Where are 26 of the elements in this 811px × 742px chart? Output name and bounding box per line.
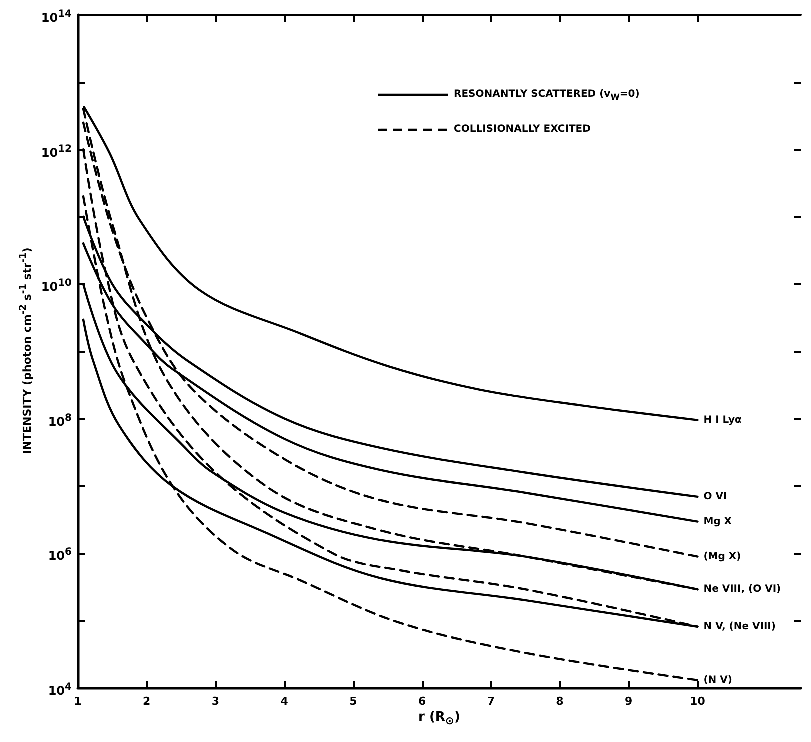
x-tick-label: 2 bbox=[143, 695, 151, 708]
x-tick-label: 7 bbox=[487, 695, 495, 708]
y-tick-label: 10$^{12}$ bbox=[41, 142, 72, 161]
x-tick-label: 9 bbox=[625, 695, 633, 708]
x-axis-title: r (R$_{⊙}$) bbox=[418, 710, 462, 730]
x-tick-label: 1 bbox=[74, 695, 82, 708]
annotation: RESONANTLY SCATTERED (v$_{W}$=0) bbox=[454, 88, 640, 104]
series-label: (Mg X) bbox=[704, 551, 742, 562]
series-label: H I Lyα bbox=[704, 414, 742, 426]
series-label: O VI bbox=[704, 491, 728, 502]
y-tick-label: 10$^{14}$ bbox=[41, 8, 72, 26]
x-tick-label: 4 bbox=[280, 695, 289, 708]
x-tick-label: 3 bbox=[212, 695, 220, 708]
x-tick-label: 8 bbox=[556, 695, 564, 708]
series-label: (N V) bbox=[704, 674, 732, 686]
series-label: Mg X bbox=[704, 516, 732, 528]
legend-label: N V, (Ne VIII) bbox=[704, 621, 776, 632]
y-tick-label: 10$^{10}$ bbox=[41, 277, 72, 296]
y-tick-label: 10$^{4}$ bbox=[48, 681, 72, 699]
x-tick-label: 10 bbox=[690, 695, 706, 708]
y-tick-label: 10$^{6}$ bbox=[48, 546, 72, 564]
y-tick-label: 10$^{8}$ bbox=[48, 412, 72, 430]
series-label: Ne VIII, (O VI) bbox=[704, 584, 782, 596]
x-tick-label: 5 bbox=[350, 695, 358, 708]
annotation: COLLISIONALLY EXCITED bbox=[454, 123, 591, 137]
x-tick-label: 6 bbox=[418, 695, 426, 708]
